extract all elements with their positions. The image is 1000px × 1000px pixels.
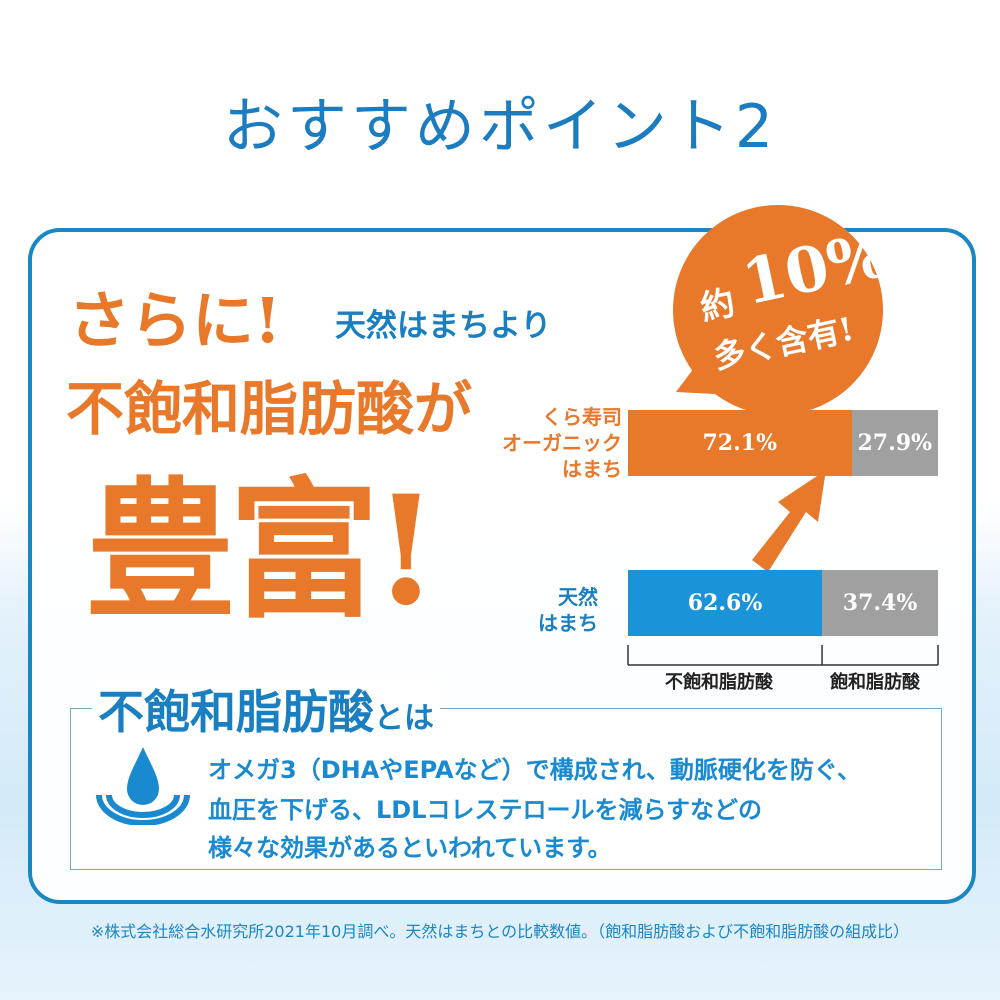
- definition-heading: 不飽和脂肪酸とは: [92, 676, 440, 742]
- definition-line: オメガ3（DHAやEPAなど）で構成され、動脈硬化を防ぐ、: [208, 756, 862, 784]
- headline-big: 豊富!: [85, 463, 439, 639]
- page-title: おすすめポイント2: [222, 92, 778, 162]
- label-line: はまち: [538, 611, 598, 635]
- footnote: ※株式会社総合水研究所2021年10月調べ。天然はまちとの比較数値。（飽和脂肪酸…: [90, 922, 910, 941]
- bar-saturated-wild: 37.4%: [822, 570, 938, 636]
- headline-subject: 不飽和脂肪酸が: [66, 375, 473, 443]
- axis-label-saturated: 飽和脂肪酸: [830, 672, 920, 693]
- heading-term: 不飽和脂肪酸: [98, 685, 374, 739]
- bar-unsaturated-wild: 62.6%: [628, 570, 823, 636]
- bar-row-kura: 72.1% 27.9%: [628, 410, 938, 476]
- bar-row-wild: 62.6% 37.4%: [628, 570, 938, 636]
- bar-unsaturated-kura: 72.1%: [628, 410, 852, 476]
- bar-saturated-kura: 27.9%: [851, 410, 938, 476]
- heading-suffix: とは: [374, 701, 434, 736]
- label-line: 天然: [558, 585, 598, 609]
- headline-compare: 天然はまちより: [335, 308, 552, 344]
- water-drop-icon: [96, 747, 190, 825]
- axis-label-unsaturated: 不飽和脂肪酸: [665, 672, 773, 693]
- headline-sarani: さらに!: [68, 284, 282, 357]
- definition-line: 様々な効果があるといわれています。: [208, 834, 612, 862]
- label-line: オーガニック: [502, 431, 622, 455]
- category-label-kura: くら寿司 オーガニック はまち: [480, 404, 622, 482]
- category-label-wild: 天然 はまち: [480, 584, 598, 636]
- definition-line: 血圧を下げる、LDLコレステロールを減らすなどの: [208, 796, 763, 824]
- label-line: くら寿司: [542, 405, 622, 429]
- label-line: はまち: [562, 457, 622, 481]
